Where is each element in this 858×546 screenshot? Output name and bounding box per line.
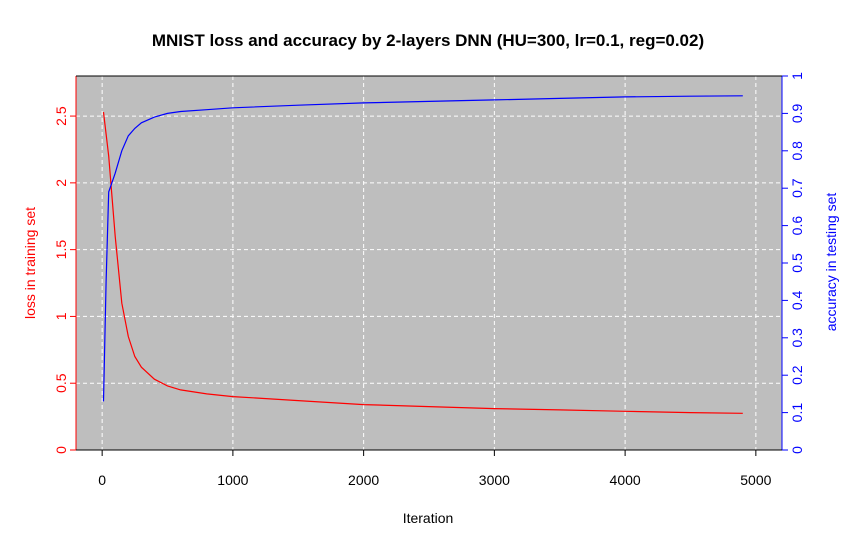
right-y-tick-label: 0.9 — [789, 103, 805, 123]
x-tick-label: 2000 — [348, 472, 379, 488]
x-axis-ticks: 0 1000 2000 3000 4000 5000 — [98, 450, 772, 488]
right-y-tick-label: 0.8 — [789, 141, 805, 161]
left-y-tick-label: 0.5 — [53, 373, 69, 393]
right-y-tick-label: 0.4 — [789, 290, 805, 310]
right-y-axis-label: accuracy in testing set — [823, 193, 839, 332]
left-y-tick-label: 2.5 — [53, 106, 69, 126]
right-y-tick-label: 1 — [789, 72, 805, 80]
left-y-tick-label: 2 — [53, 179, 69, 187]
right-y-tick-label: 0.5 — [789, 253, 805, 273]
loss-series-line — [102, 112, 743, 414]
x-tick-label: 1000 — [217, 472, 248, 488]
x-tick-label: 5000 — [740, 472, 771, 488]
series-layer — [102, 95, 743, 414]
left-y-axis-ticks: 0 0.5 1 1.5 2 2.5 — [53, 106, 76, 454]
x-tick-label: 4000 — [610, 472, 641, 488]
left-y-axis-label: loss in training set — [22, 207, 38, 319]
right-y-tick-label: 0.7 — [789, 178, 805, 198]
chart-title: MNIST loss and accuracy by 2-layers DNN … — [152, 31, 704, 50]
right-y-axis-ticks: 0 0.1 0.2 0.3 0.4 0.5 0.6 0.7 0.8 0.9 1 — [782, 72, 805, 454]
right-y-tick-label: 0 — [789, 446, 805, 454]
left-y-tick-label: 0 — [53, 446, 69, 454]
accuracy-series-line — [102, 95, 743, 402]
right-y-tick-label: 0.2 — [789, 365, 805, 385]
left-y-tick-label: 1.5 — [53, 240, 69, 260]
right-y-tick-label: 0.1 — [789, 403, 805, 423]
x-tick-label: 0 — [98, 472, 106, 488]
plot-panel — [76, 76, 782, 450]
x-axis-label: Iteration — [403, 510, 454, 526]
right-y-tick-label: 0.3 — [789, 328, 805, 348]
right-y-tick-label: 0.6 — [789, 216, 805, 236]
left-y-tick-label: 1 — [53, 312, 69, 320]
x-tick-label: 3000 — [479, 472, 510, 488]
